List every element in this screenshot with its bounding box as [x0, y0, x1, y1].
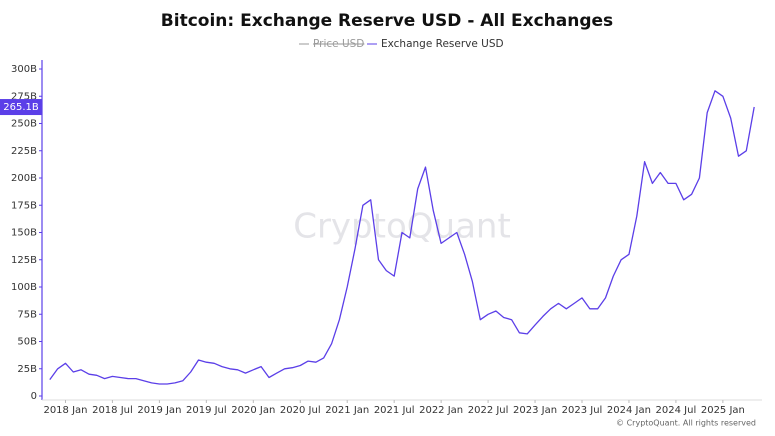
- x-tick-label: 2025 Jan: [701, 405, 745, 416]
- y-tick-label: 50B: [17, 337, 37, 348]
- x-tick-label: 2018 Jan: [43, 405, 87, 416]
- y-tick-label: 75B: [17, 309, 37, 320]
- current-value-badge: [0, 99, 42, 116]
- y-tick-label: 100B: [11, 282, 37, 293]
- x-tick-label: 2024 Jan: [607, 405, 651, 416]
- y-tick-label: 150B: [11, 228, 37, 239]
- x-tick-label: 2023 Jul: [562, 405, 603, 416]
- legend-label[interactable]: Exchange Reserve USD: [381, 38, 504, 50]
- y-tick-label: 225B: [11, 146, 37, 157]
- y-tick-label: 125B: [11, 255, 37, 266]
- watermark: CryptoQuant: [293, 207, 511, 247]
- y-tick-label: 300B: [11, 64, 37, 75]
- y-tick-label: 0: [31, 391, 37, 402]
- current-value-label: 265.1B: [3, 102, 39, 113]
- x-tick-label: 2020 Jul: [280, 405, 321, 416]
- x-tick-label: 2022 Jan: [419, 405, 463, 416]
- x-tick-label: 2023 Jan: [513, 405, 557, 416]
- y-tick-label: 275B: [11, 91, 37, 102]
- x-tick-label: 2022 Jul: [468, 405, 509, 416]
- y-tick-label: 175B: [11, 200, 37, 211]
- y-tick-label: 250B: [11, 119, 37, 130]
- x-tick-label: 2018 Jul: [92, 405, 133, 416]
- x-tick-label: 2019 Jan: [137, 405, 181, 416]
- copyright: © CryptoQuant. All rights reserved: [616, 419, 756, 428]
- x-tick-label: 2021 Jul: [374, 405, 415, 416]
- y-tick-label: 200B: [11, 173, 37, 184]
- chart-title: Bitcoin: Exchange Reserve USD - All Exch…: [161, 11, 613, 31]
- x-tick-label: 2020 Jan: [231, 405, 275, 416]
- legend-label[interactable]: Price USD: [313, 38, 364, 50]
- x-tick-label: 2024 Jul: [656, 405, 697, 416]
- series-line: [49, 90, 755, 385]
- y-tick-label: 25B: [17, 364, 37, 375]
- x-tick-label: 2019 Jul: [186, 405, 227, 416]
- x-tick-label: 2021 Jan: [325, 405, 369, 416]
